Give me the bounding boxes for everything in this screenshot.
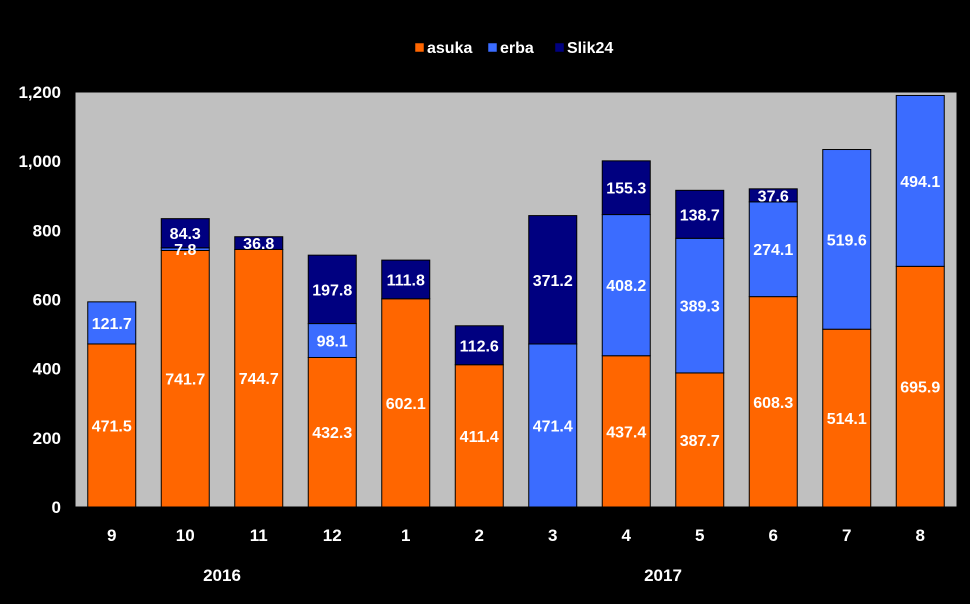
- legend-label: erba: [500, 40, 534, 57]
- x-tick-label: 6: [769, 526, 778, 545]
- data-label: 437.4: [606, 424, 646, 441]
- x-tick-label: 5: [695, 526, 704, 545]
- plot-area: [74, 91, 958, 508]
- bar-segment-asuka: [307, 356, 357, 508]
- bar-segment-slik24: [160, 218, 210, 249]
- data-label: 197.8: [312, 282, 352, 299]
- bar-segment-slik24: [675, 189, 725, 239]
- data-label: 112.6: [460, 338, 499, 355]
- legend-swatch: [414, 42, 425, 53]
- data-label: 274.1: [753, 242, 793, 259]
- data-label: 608.3: [753, 395, 793, 412]
- data-labels: 471.5 121.7 741.7 7.884.3 744.7 36.8 432.3 98.1…: [92, 174, 941, 450]
- bar-segment-slik24: [601, 160, 651, 216]
- bar-segment-slik24: [528, 215, 578, 345]
- data-label: 494.1: [900, 174, 940, 191]
- bar-segment-erba: [822, 149, 872, 330]
- data-label: 695.9: [900, 380, 940, 397]
- year-label: 2017: [644, 566, 682, 585]
- x-tick-label: 9: [107, 526, 116, 545]
- bar-segment-asuka: [234, 248, 284, 508]
- x-tick-label: 3: [548, 526, 557, 545]
- legend-swatch: [487, 42, 498, 53]
- bar-segment-slik24: [454, 325, 504, 366]
- data-label: 155.3: [606, 181, 646, 198]
- data-label: 471.5: [92, 418, 132, 435]
- legend: asuka erba Slik24: [414, 40, 613, 57]
- bar-segment-asuka: [87, 343, 137, 508]
- legend-swatch: [554, 42, 565, 53]
- data-label: 121.7: [92, 316, 132, 333]
- y-axis: 0 200 400 600 800 1,000 1,200: [18, 83, 76, 517]
- bar-segment-asuka: [454, 364, 504, 508]
- y-tick-label: 200: [33, 429, 61, 448]
- data-label: 408.2: [606, 278, 646, 295]
- x-tick-label: 11: [250, 526, 268, 545]
- data-label: 36.8: [243, 236, 274, 253]
- bar-segment-asuka: [748, 296, 798, 508]
- bar-segment-slik24: [307, 254, 357, 325]
- data-label: 471.4: [533, 418, 573, 435]
- x-tick-label: 10: [176, 526, 195, 545]
- bar-segment-asuka: [675, 372, 725, 508]
- bar-segment-asuka: [381, 298, 431, 508]
- data-label: 37.6: [758, 188, 789, 205]
- data-label: 111.8: [387, 272, 425, 289]
- data-label: 84.3: [170, 226, 201, 243]
- data-label: 138.7: [680, 207, 720, 224]
- x-tick-label: 12: [323, 526, 342, 545]
- bar-segment-erba: [87, 301, 137, 345]
- y-tick-label: 0: [52, 498, 61, 517]
- bar-segment-slik24: [381, 259, 431, 300]
- y-tick-label: 1,000: [18, 152, 61, 171]
- y-tick-label: 600: [33, 291, 61, 310]
- data-label: 387.7: [680, 433, 720, 450]
- bar-segment-erba: [675, 237, 725, 374]
- y-tick-label: 1,200: [18, 83, 61, 102]
- data-label: 371.2: [533, 273, 573, 290]
- legend-label: asuka: [427, 40, 472, 57]
- data-label: 519.6: [827, 232, 867, 249]
- x-tick-label: 8: [916, 526, 925, 545]
- legend-label: Slik24: [567, 40, 613, 57]
- bar-segment-erba: [601, 214, 651, 357]
- bar-segment-slik24: [234, 236, 284, 250]
- data-label: 744.7: [239, 371, 279, 388]
- x-tick-label: 7: [842, 526, 851, 545]
- data-label: 7.8: [174, 242, 196, 259]
- bar-segment-asuka: [160, 249, 210, 508]
- data-label: 514.1: [827, 411, 867, 428]
- bar-segment-asuka: [895, 265, 945, 508]
- y-tick-label: 400: [33, 360, 61, 379]
- bar-segment-slik24: [748, 188, 798, 203]
- x-tick-label: 4: [622, 526, 632, 545]
- data-label: 411.4: [460, 429, 499, 446]
- bar-segment-erba: [748, 201, 798, 298]
- bars: [87, 94, 945, 508]
- x-tick-label: 1: [401, 526, 410, 545]
- y-tick-label: 800: [33, 221, 61, 240]
- year-label: 2016: [203, 566, 241, 585]
- data-label: 741.7: [165, 372, 205, 389]
- bar-segment-erba: [528, 343, 578, 508]
- bar-segment-erba: [895, 94, 945, 267]
- x-tick-label: 2: [475, 526, 484, 545]
- data-label: 602.1: [386, 396, 426, 413]
- data-label: 389.3: [680, 299, 720, 316]
- data-label: 98.1: [317, 334, 348, 351]
- data-label: 432.3: [312, 425, 352, 442]
